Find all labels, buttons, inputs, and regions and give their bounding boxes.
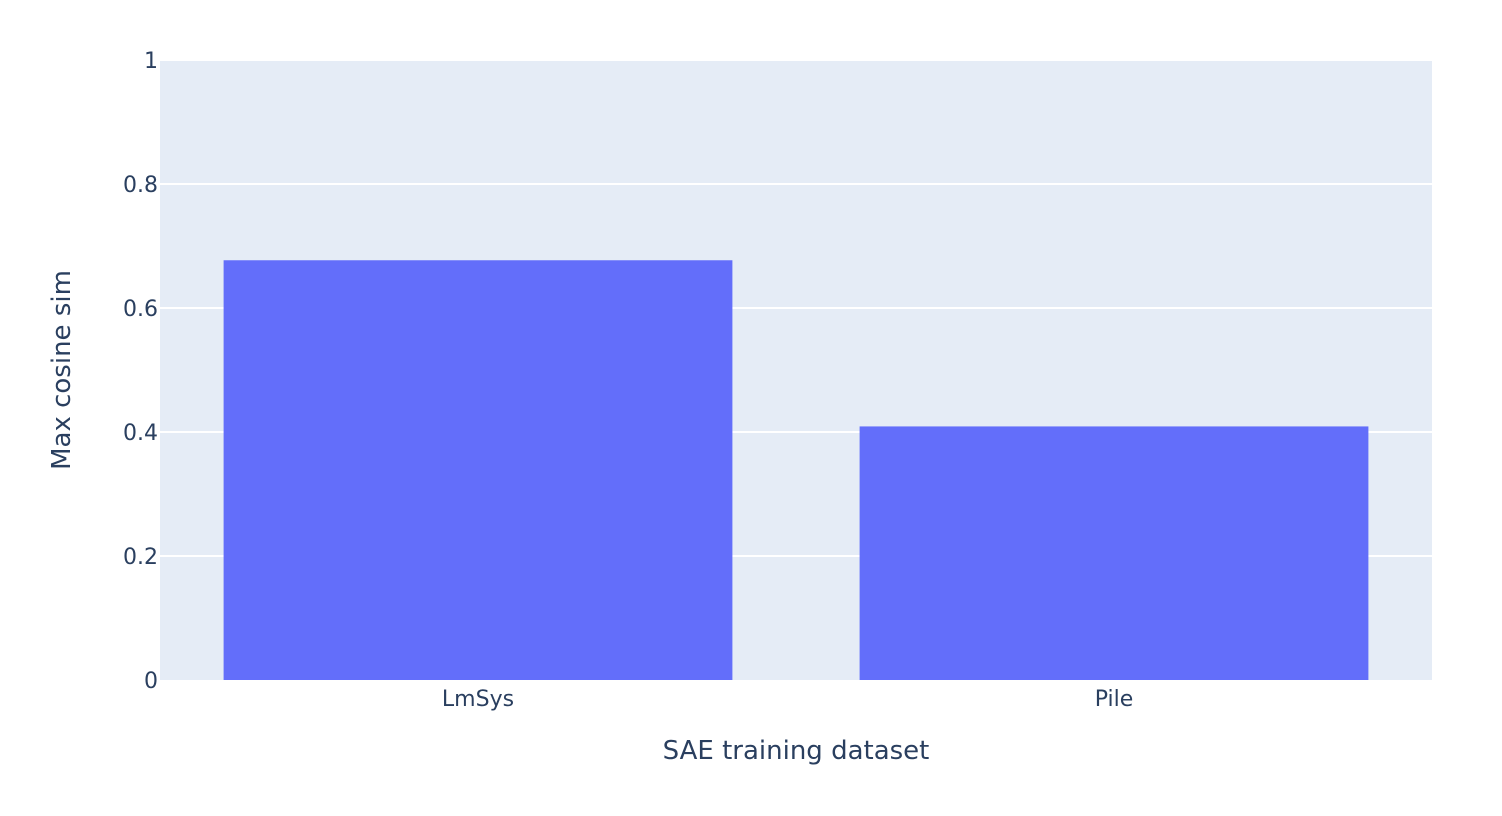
x-axis-title: SAE training dataset (663, 736, 930, 766)
y-tick-label: 0.4 (123, 421, 158, 446)
y-tick-label: 0.6 (123, 297, 158, 322)
bar-lmsys (223, 260, 733, 680)
y-axis-ticks: 0 0.2 0.4 0.6 0.8 1 (123, 49, 158, 694)
bar-pile (859, 426, 1369, 680)
bars (223, 260, 1369, 680)
x-tick-label: LmSys (442, 687, 514, 712)
y-tick-label: 0.2 (123, 545, 158, 570)
y-tick-label: 0 (144, 669, 158, 694)
y-axis-title: Max cosine sim (47, 270, 77, 470)
y-tick-label: 0.8 (123, 173, 158, 198)
y-tick-label: 1 (144, 49, 158, 74)
x-tick-label: Pile (1095, 687, 1134, 712)
x-axis-ticks: LmSys Pile (442, 687, 1133, 712)
